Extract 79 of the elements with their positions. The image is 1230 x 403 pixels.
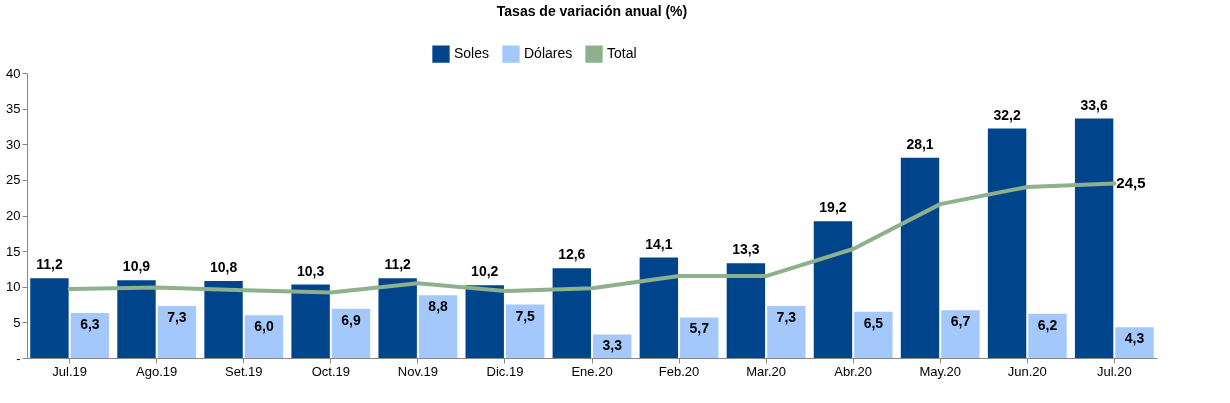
bar [987,128,1027,358]
x-tick-label: Set.19 [224,363,263,379]
data-label: 6,5 [863,314,884,331]
bar [1115,327,1154,358]
legend-label: Total [607,45,637,62]
data-label: 13,3 [732,241,760,258]
data-label: 4,3 [1124,330,1145,347]
bar [680,317,719,358]
x-tick-label: Jun.20 [1007,363,1047,379]
y-tick-label: 10 [6,279,21,295]
data-label: 10,2 [471,263,499,280]
x-tick-label: Mar.20 [746,363,786,379]
x-tick-label: Ene.20 [571,363,613,379]
bar [813,221,853,358]
data-label: 7,3 [776,308,797,325]
bar [1074,118,1114,358]
y-tick-label: 40 [6,65,21,81]
bar [418,295,458,358]
bar [291,284,330,358]
bar [331,308,371,358]
data-label: 6,3 [80,316,100,333]
data-label: 14,1 [645,235,673,252]
bar [244,315,284,358]
bar [117,280,156,358]
data-label: 6,7 [950,313,971,330]
x-tick-label: Jul.20 [1096,363,1132,379]
bar [378,278,417,358]
bar [465,285,504,358]
y-tick-label: 20 [6,208,21,223]
bar [157,305,197,358]
legend-label: Dólares [524,45,573,62]
data-label: 5,7 [689,320,710,337]
data-label: 32,2 [993,106,1021,123]
y-tick-label: 30 [6,136,21,152]
data-label: 28,1 [906,135,934,152]
bar [505,304,545,358]
x-tick-label: Oct.19 [311,363,350,379]
bar [204,281,243,358]
chart-title: Tasas de variación anual (%) [496,3,688,19]
data-label: 33,6 [1080,96,1108,113]
y-tick-label: 15 [6,243,21,259]
bar [70,313,110,358]
x-tick-label: May.20 [919,363,962,379]
x-tick-label: Nov.19 [397,363,438,379]
bar [552,268,591,358]
legend-label: Soles [454,45,490,62]
data-label: 11,2 [36,256,63,273]
data-label: 6,0 [254,318,274,335]
data-label: 10,9 [122,258,151,275]
x-tick-label: Jul.19 [52,363,88,379]
x-tick-label: Ago.19 [136,363,178,379]
data-label: 24,5 [1116,174,1146,192]
y-tick-label: 25 [6,172,21,188]
x-tick-label: Dic.19 [486,363,524,379]
y-tick-label: 35 [6,101,21,117]
data-label: 7,5 [515,307,536,324]
data-label: 10,3 [296,262,325,279]
x-tick-label: Feb.20 [658,363,700,379]
bar [941,310,980,358]
data-label: 7,3 [167,308,187,325]
bar [767,305,806,358]
data-label: 3,3 [602,337,623,354]
data-label: 10,8 [209,259,238,276]
data-label: 12,6 [558,246,586,263]
y-tick-label: 5 [13,314,21,330]
data-label: 6,9 [341,311,361,328]
bar [726,263,766,358]
bar [30,278,69,358]
bar [1028,313,1067,358]
y-tick-label: - [16,350,21,366]
bar [639,257,679,358]
data-label: 6,2 [1037,316,1058,333]
bar [900,157,940,358]
data-label: 19,2 [819,199,847,216]
line-series [67,181,1117,295]
data-label: 8,8 [428,298,449,315]
data-label: 11,2 [384,256,412,273]
x-tick-label: Abr.20 [834,363,872,379]
bar [854,311,893,358]
